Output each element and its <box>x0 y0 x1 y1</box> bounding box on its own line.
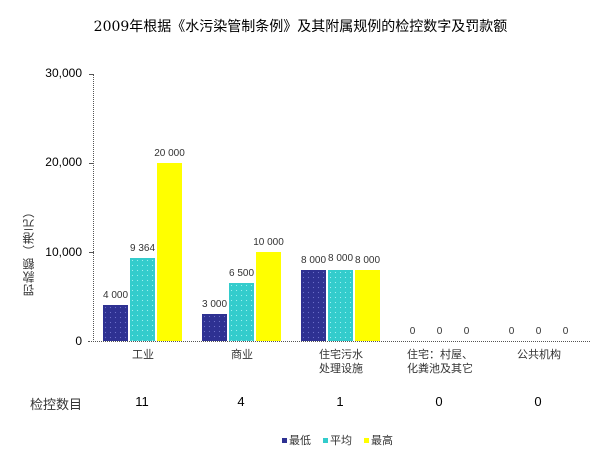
value-label: 0 <box>562 326 569 337</box>
y-tick-30000: 30,000 <box>45 66 82 80</box>
value-label: 8 000 <box>300 255 327 266</box>
value-label: 20 000 <box>154 148 185 159</box>
value-label: 3 000 <box>201 299 228 310</box>
value-label: 0 <box>508 326 515 337</box>
chart-title: 2009年根据《水污染管制条例》及其附属规例的检控数字及罚款额 <box>93 19 508 35</box>
legend-item-low: 最低 <box>282 432 311 448</box>
y-tick-mark <box>89 74 94 75</box>
legend-swatch-icon <box>364 437 369 443</box>
bar-high <box>355 270 380 341</box>
value-label: 10 000 <box>253 237 284 248</box>
category-label: 工业 <box>132 348 154 361</box>
value-label: 0 <box>436 326 443 337</box>
bar-low <box>103 305 128 341</box>
prosecution-count: 4 <box>237 394 245 409</box>
bar-avg <box>328 270 353 341</box>
bar-low <box>202 314 227 341</box>
bar-avg <box>130 258 155 341</box>
bar-high <box>157 163 182 341</box>
category-label: 商业 <box>231 348 253 361</box>
value-label: 8 000 <box>354 255 381 266</box>
y-tick-0: 0 <box>75 334 82 348</box>
prosecution-count: 1 <box>336 394 344 409</box>
prosecution-count: 0 <box>435 394 443 409</box>
y-tick-mark <box>89 163 94 164</box>
value-label: 9 364 <box>129 243 156 254</box>
y-tick-mark <box>89 252 94 253</box>
value-label: 0 <box>535 326 542 337</box>
category-label: 住宅污水 处理设施 <box>319 348 363 375</box>
legend-item-high: 最高 <box>364 432 393 448</box>
bar-low <box>301 270 326 341</box>
prosecutions-label: 检控数目 <box>30 398 83 413</box>
prosecution-count: 11 <box>135 394 149 409</box>
x-axis <box>88 341 590 343</box>
category-label: 公共机构 <box>517 348 561 361</box>
bar-high <box>256 252 281 341</box>
prosecution-count: 0 <box>534 394 542 409</box>
y-tick-10000: 10,000 <box>45 245 82 259</box>
y-tick-20000: 20,000 <box>45 155 82 169</box>
value-label: 0 <box>409 326 416 337</box>
legend-swatch-icon <box>282 437 287 443</box>
legend-swatch-icon <box>323 437 328 443</box>
legend: 最低 平均 最高 <box>282 432 393 448</box>
value-label: 8 000 <box>327 253 354 264</box>
bar-avg <box>229 283 254 341</box>
category-label: 住宅：村屋、 化粪池及其它 <box>407 348 473 375</box>
value-label: 6 500 <box>228 268 255 279</box>
y-axis <box>93 74 95 342</box>
value-label: 0 <box>463 326 470 337</box>
legend-item-avg: 平均 <box>323 432 352 448</box>
value-label: 4 000 <box>102 290 129 301</box>
